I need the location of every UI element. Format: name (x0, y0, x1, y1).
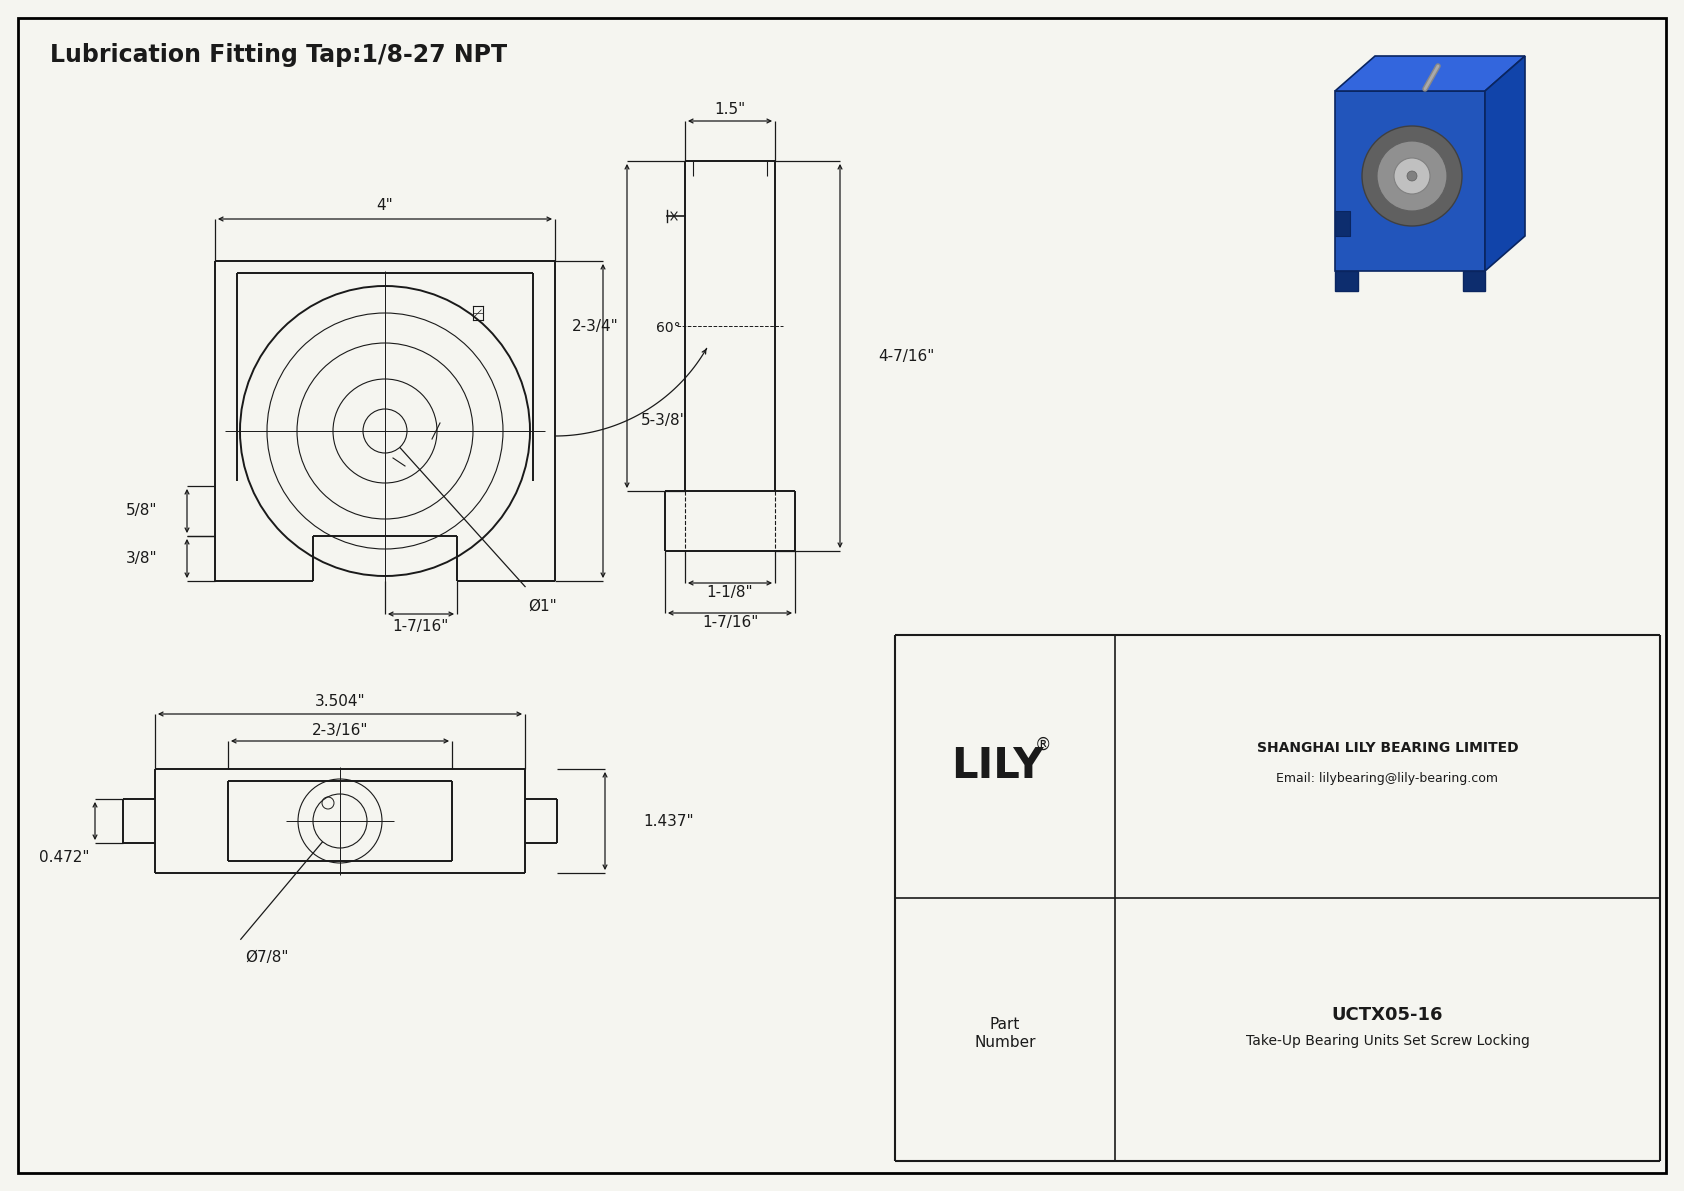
Text: Part: Part (990, 1017, 1021, 1031)
Text: Ø1": Ø1" (529, 599, 557, 615)
Text: 3.504": 3.504" (315, 694, 365, 710)
Polygon shape (1335, 56, 1526, 91)
Text: Take-Up Bearing Units Set Screw Locking: Take-Up Bearing Units Set Screw Locking (1246, 1035, 1529, 1048)
Text: Number: Number (975, 1035, 1036, 1050)
Text: 5/8": 5/8" (126, 504, 157, 518)
Circle shape (1362, 126, 1462, 226)
Polygon shape (1335, 272, 1357, 291)
Text: 1-7/16": 1-7/16" (392, 618, 450, 634)
Text: ®: ® (1034, 736, 1051, 754)
Polygon shape (1335, 91, 1485, 272)
Text: 2-3/4": 2-3/4" (573, 318, 620, 333)
Text: Ø7/8": Ø7/8" (246, 949, 290, 965)
Text: LILY: LILY (951, 746, 1044, 787)
Text: Email: lilybearing@lily-bearing.com: Email: lilybearing@lily-bearing.com (1276, 772, 1499, 785)
Text: 4": 4" (377, 199, 394, 213)
Text: 1-7/16": 1-7/16" (702, 616, 758, 630)
Bar (1335, 211, 1351, 236)
Text: Lubrication Fitting Tap:1/8-27 NPT: Lubrication Fitting Tap:1/8-27 NPT (51, 43, 507, 67)
Text: 0.472": 0.472" (39, 850, 89, 866)
Text: 1.437": 1.437" (643, 813, 694, 829)
Circle shape (1378, 141, 1447, 211)
Text: 60°: 60° (657, 320, 680, 335)
Polygon shape (1485, 56, 1526, 272)
Text: 2-3/16": 2-3/16" (312, 723, 369, 738)
Text: 3/8": 3/8" (125, 551, 157, 566)
Circle shape (1408, 172, 1416, 181)
Text: 1.5": 1.5" (714, 101, 746, 117)
Text: UCTX05-16: UCTX05-16 (1332, 1006, 1443, 1024)
Polygon shape (1463, 272, 1485, 291)
Circle shape (1394, 158, 1430, 194)
Text: 1-1/8": 1-1/8" (707, 586, 753, 600)
Text: 5-3/8": 5-3/8" (642, 413, 687, 429)
Text: SHANGHAI LILY BEARING LIMITED: SHANGHAI LILY BEARING LIMITED (1256, 742, 1519, 755)
Text: 4-7/16": 4-7/16" (877, 349, 935, 363)
